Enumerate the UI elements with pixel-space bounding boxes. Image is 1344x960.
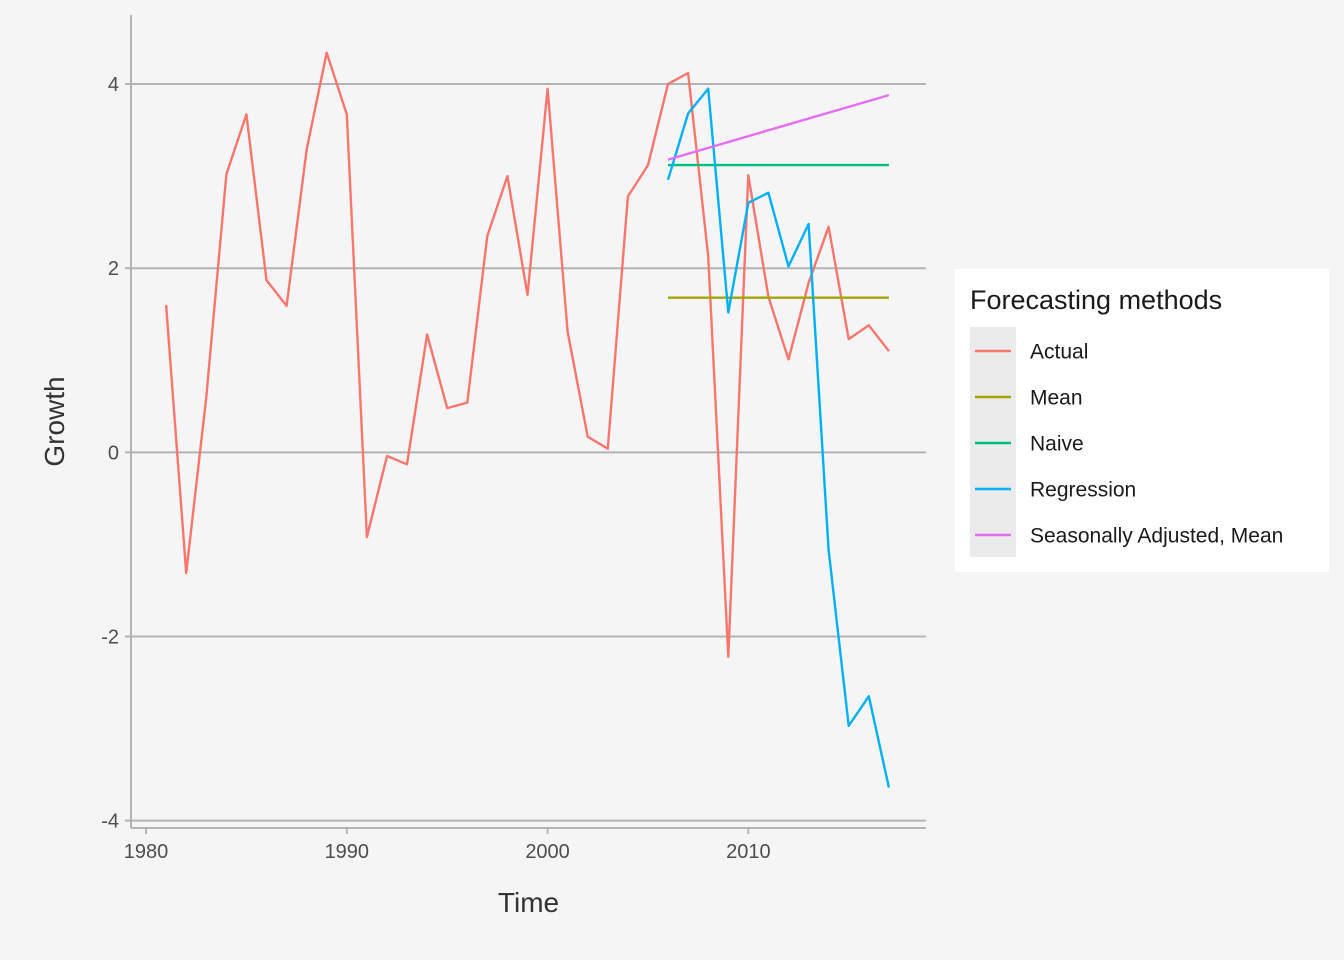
legend-label-regression: Regression	[1030, 479, 1136, 502]
x-tick-label: 2000	[525, 841, 570, 863]
series-line-regression	[666, 87, 891, 788]
legend-items: Actual Mean Naive Regression Seasonally Adju…	[975, 341, 1283, 548]
series-line-seasonally-adjusted-mean	[667, 93, 890, 161]
legend-label-seasonally-adjusted-mean: Seasonally Adjusted, Mean	[1030, 525, 1283, 548]
legend-label-actual: Actual	[1030, 341, 1088, 364]
y-tick-label: 4	[108, 74, 119, 96]
grid-lines	[131, 83, 926, 822]
legend-background	[955, 269, 1329, 572]
y-tick-label: -2	[101, 626, 119, 648]
x-tick-label: 1990	[325, 841, 370, 863]
x-axis-title: Time	[498, 887, 559, 918]
legend-label-naive: Naive	[1030, 433, 1084, 456]
y-axis-title: Growth	[39, 376, 70, 466]
legend-label-mean: Mean	[1030, 387, 1083, 410]
axes	[130, 15, 926, 829]
y-tick-label: 0	[108, 442, 119, 464]
x-tick-label: 2010	[726, 841, 771, 863]
legend-title: Forecasting methods	[970, 285, 1222, 315]
y-tick-label: 2	[108, 258, 119, 280]
x-tick-label: 1980	[124, 841, 169, 863]
y-tick-label: -4	[101, 811, 119, 833]
series-lines	[164, 51, 891, 788]
series-line-actual	[164, 51, 890, 658]
ticks: -4 -2 0 2 4 1980 1990 2000 2010	[101, 74, 770, 863]
legend: Forecasting methods Actual Mean Naive Regre…	[955, 269, 1329, 572]
